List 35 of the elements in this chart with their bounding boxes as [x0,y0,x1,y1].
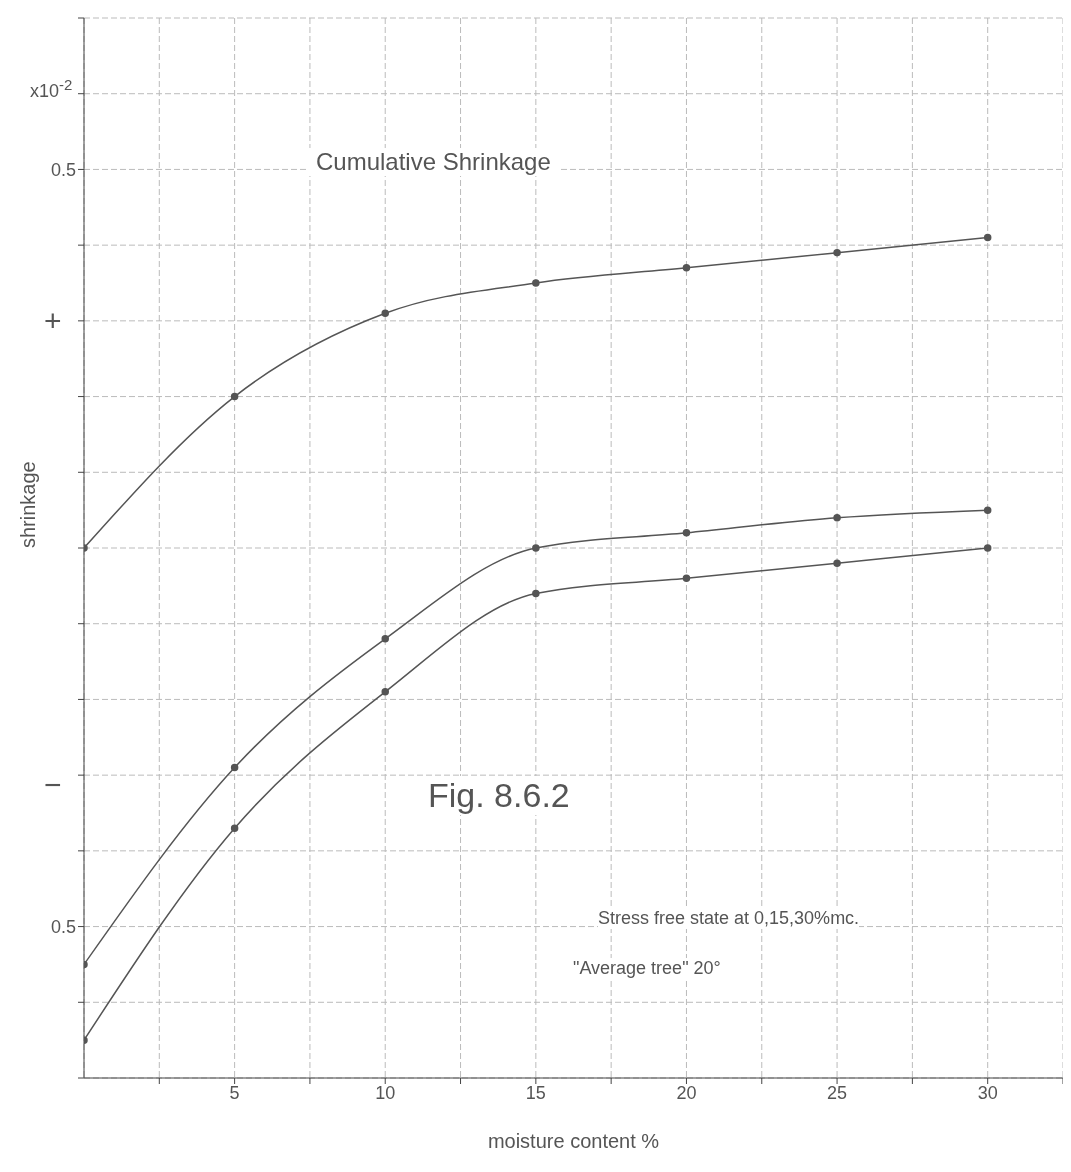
text: − [44,768,62,802]
point [532,589,540,598]
point [381,635,389,643]
point [682,574,691,583]
x-tick-label: 30 [977,1082,998,1103]
text: + [44,304,62,338]
point [833,248,841,257]
x-tick-label: 15 [525,1082,546,1103]
point [532,544,540,552]
point [230,824,239,832]
point [230,763,239,772]
annotation: "Average tree" 20° [573,958,721,979]
annotation: Fig. 8.6.2 [428,776,570,815]
x-tick-label: 5 [229,1082,240,1103]
text: x10$^{-2}$ [30,76,73,102]
point [983,233,992,242]
point [532,279,540,287]
y-tick-label: 0.5 [50,159,76,180]
x-tick-label: 20 [676,1082,697,1103]
point [833,559,841,567]
point [833,513,841,522]
x-axis-title: moisture content % [487,1130,660,1152]
y-tick-label: 0.5 [50,916,76,937]
point [381,688,389,696]
point [983,544,992,552]
point [682,264,691,272]
text: Cumulative Shrinkage [308,148,559,176]
point [682,529,691,537]
point [983,506,992,514]
y-axis-title: shrinkage [17,461,40,548]
annotation: Stress free state at 0,15,30%mc. [598,908,860,929]
x-tick-label: 25 [827,1082,848,1103]
x-tick-label: 10 [375,1082,396,1103]
point [230,392,239,401]
point [381,309,389,318]
